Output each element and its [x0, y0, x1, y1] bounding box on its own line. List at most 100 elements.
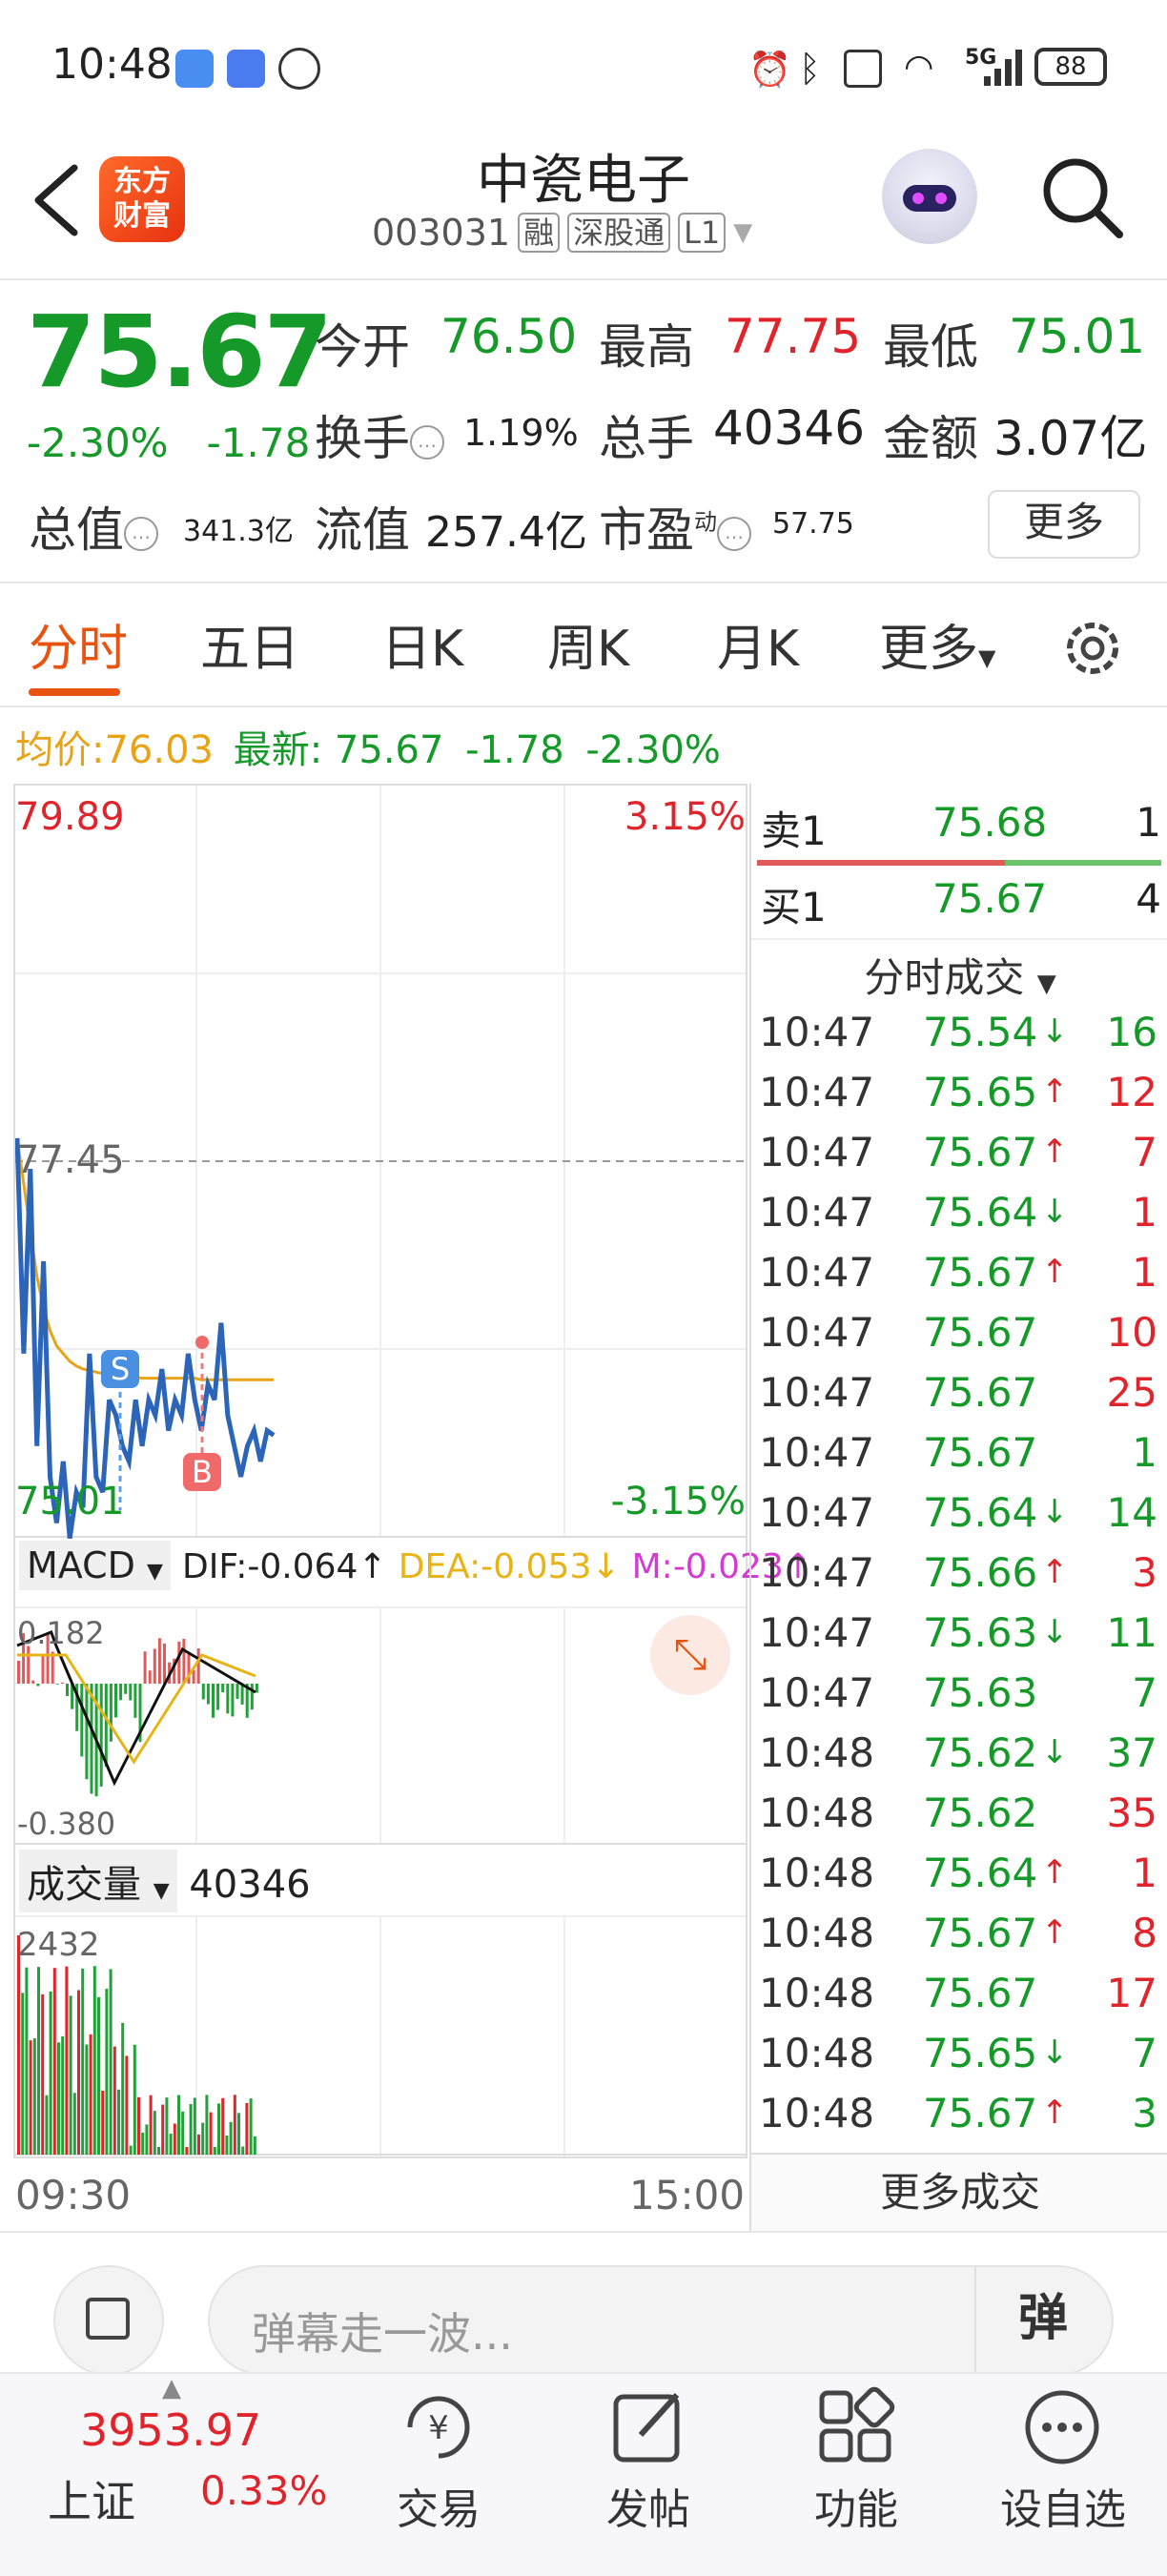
buy-1-row[interactable]: 买1 75.67 4 [761, 875, 1161, 933]
trade-qty: 25 [1106, 1369, 1157, 1416]
watchlist-more-icon[interactable] [1020, 2385, 1104, 2469]
nav-add-watchlist[interactable]: 设自选 [1000, 2485, 1126, 2534]
buy-label: 买1 [761, 884, 827, 930]
functions-grid-icon[interactable] [814, 2385, 898, 2469]
logo-text-bottom: 财富 [113, 199, 171, 233]
volume-selector[interactable]: 成交量 ▼ [19, 1850, 177, 1912]
macd-bar [90, 1684, 93, 1794]
nav-functions[interactable]: 功能 [814, 2485, 898, 2534]
total-cap-value: 341.3亿 [183, 515, 294, 548]
comment-input[interactable]: 弹幕走一波... 弹 [208, 2265, 1114, 2376]
tab-five-day[interactable]: 五日 [200, 621, 300, 678]
expand-icon[interactable]: ⤡ [650, 1615, 730, 1695]
macd-bar [41, 1654, 45, 1684]
info-icon[interactable]: … [410, 424, 444, 460]
tab-week-k[interactable]: 周K [547, 621, 630, 678]
volume-bar [141, 2132, 145, 2155]
macd-bar [226, 1684, 230, 1714]
trade-qty: 7 [1132, 1129, 1157, 1176]
macd-bar [31, 1680, 35, 1684]
latest-label: 最新: [233, 728, 323, 772]
volume-bar [209, 2112, 213, 2155]
volume-bar [61, 2035, 65, 2155]
volume-bar [169, 2133, 173, 2155]
more-trades-button[interactable]: 更多成交 [751, 2153, 1167, 2233]
nav-post[interactable]: 发帖 [606, 2485, 690, 2534]
trade-direction-arrow: ↑ [1041, 1073, 1069, 1111]
high-value: 77.75 [725, 309, 862, 364]
nav-trade[interactable]: 交易 [397, 2485, 481, 2534]
message-app-icon [175, 50, 214, 88]
macd-bar [148, 1670, 152, 1684]
latest-change: -1.78 [465, 728, 564, 772]
price-polyline [15, 1137, 276, 1539]
macd-bar [221, 1684, 225, 1693]
trades-section-title[interactable]: 分时成交 ▼ [751, 946, 1167, 1004]
divider [0, 2231, 1167, 2233]
time-axis-start: 09:30 [15, 2172, 132, 2218]
buy-ratio-bar [1005, 860, 1161, 866]
comment-settings-icon[interactable] [53, 2265, 164, 2376]
trade-price: 75.67 [923, 1369, 1038, 1416]
bluetooth-icon: ᛒ [799, 48, 821, 90]
more-quote-button[interactable]: 更多 [988, 490, 1140, 559]
info-icon[interactable]: … [717, 516, 751, 551]
notification-app-icon [227, 50, 265, 88]
search-icon[interactable] [1039, 154, 1125, 240]
current-price: 75.67 [27, 294, 333, 410]
caret-down-icon: ▼ [147, 1560, 163, 1584]
sell-1-row[interactable]: 卖1 75.68 1 [761, 799, 1161, 857]
assistant-robot-icon[interactable] [882, 149, 977, 244]
volume-top-value: 2432 [17, 1926, 100, 1964]
index-value[interactable]: 3953.97 [80, 2404, 262, 2456]
buy-price: 75.67 [932, 875, 1048, 922]
buy-marker[interactable]: B [183, 1453, 221, 1491]
average-price-line: 均价:76.03 最新: 75.67 -1.78 -2.30% [15, 719, 721, 774]
volume-bar [253, 2136, 256, 2155]
danmaku-toggle-button[interactable]: 弹 [974, 2265, 1110, 2376]
trade-qty: 1 [1132, 1429, 1157, 1476]
info-icon[interactable]: … [124, 516, 158, 551]
tag-connect: 深股通 [567, 213, 671, 253]
volume-bar [181, 2111, 185, 2155]
macd-bar [212, 1684, 215, 1718]
trade-time: 10:47 [759, 1249, 875, 1296]
volume-bar [37, 1967, 40, 2155]
tab-more[interactable]: 更多▼ [879, 608, 995, 680]
trade-icon[interactable]: ¥ [397, 2385, 481, 2469]
app-logo[interactable]: 东方 财富 [99, 156, 185, 242]
status-bar: 10:48 ⏰ ᛒ ◠ 5G 88 [0, 0, 1167, 133]
tag-margin: 融 [518, 213, 561, 253]
volume-bar [97, 1996, 100, 2155]
average-price-polyline [15, 1137, 275, 1381]
macd-dea: DEA:-0.053↓ [398, 1547, 621, 1586]
macd-bar [173, 1658, 176, 1684]
back-icon[interactable] [29, 162, 86, 238]
volume-bar [241, 2146, 245, 2155]
trade-time: 10:47 [759, 1189, 875, 1236]
trade-time: 10:47 [759, 1369, 875, 1416]
tab-month-k[interactable]: 月K [717, 621, 800, 678]
trade-time: 10:48 [759, 2090, 875, 2136]
sell-price: 75.68 [932, 799, 1048, 846]
settings-gear-icon[interactable] [1058, 614, 1127, 683]
trade-row: 10:47 75.67 ↑ 1 [759, 1249, 1157, 1309]
tab-intraday[interactable]: 分时 [29, 621, 129, 678]
macd-bar [55, 1684, 59, 1685]
stock-subtitle[interactable]: 003031 融 深股通 L1 ▼ [372, 212, 752, 254]
volume-bar [165, 2097, 169, 2155]
macd-bar [250, 1684, 254, 1710]
intraday-chart[interactable]: 79.89 3.15% 77.45 75.01 -3.15% S B MACD … [13, 784, 812, 2158]
volume-bar [125, 2055, 129, 2155]
tab-day-k[interactable]: 日K [381, 621, 464, 678]
trade-row: 10:47 75.67 1 [759, 1429, 1157, 1489]
post-icon[interactable] [608, 2385, 692, 2469]
trade-price: 75.67 [923, 1970, 1038, 2016]
volume-bar [105, 1989, 109, 2155]
trade-time: 10:47 [759, 1009, 875, 1055]
macd-selector[interactable]: MACD ▼ [19, 1541, 171, 1590]
sell-marker[interactable]: S [101, 1350, 139, 1388]
volume-bar [72, 2093, 76, 2155]
pe-label: 市盈动… [599, 492, 751, 561]
volume-bar [237, 2113, 240, 2155]
